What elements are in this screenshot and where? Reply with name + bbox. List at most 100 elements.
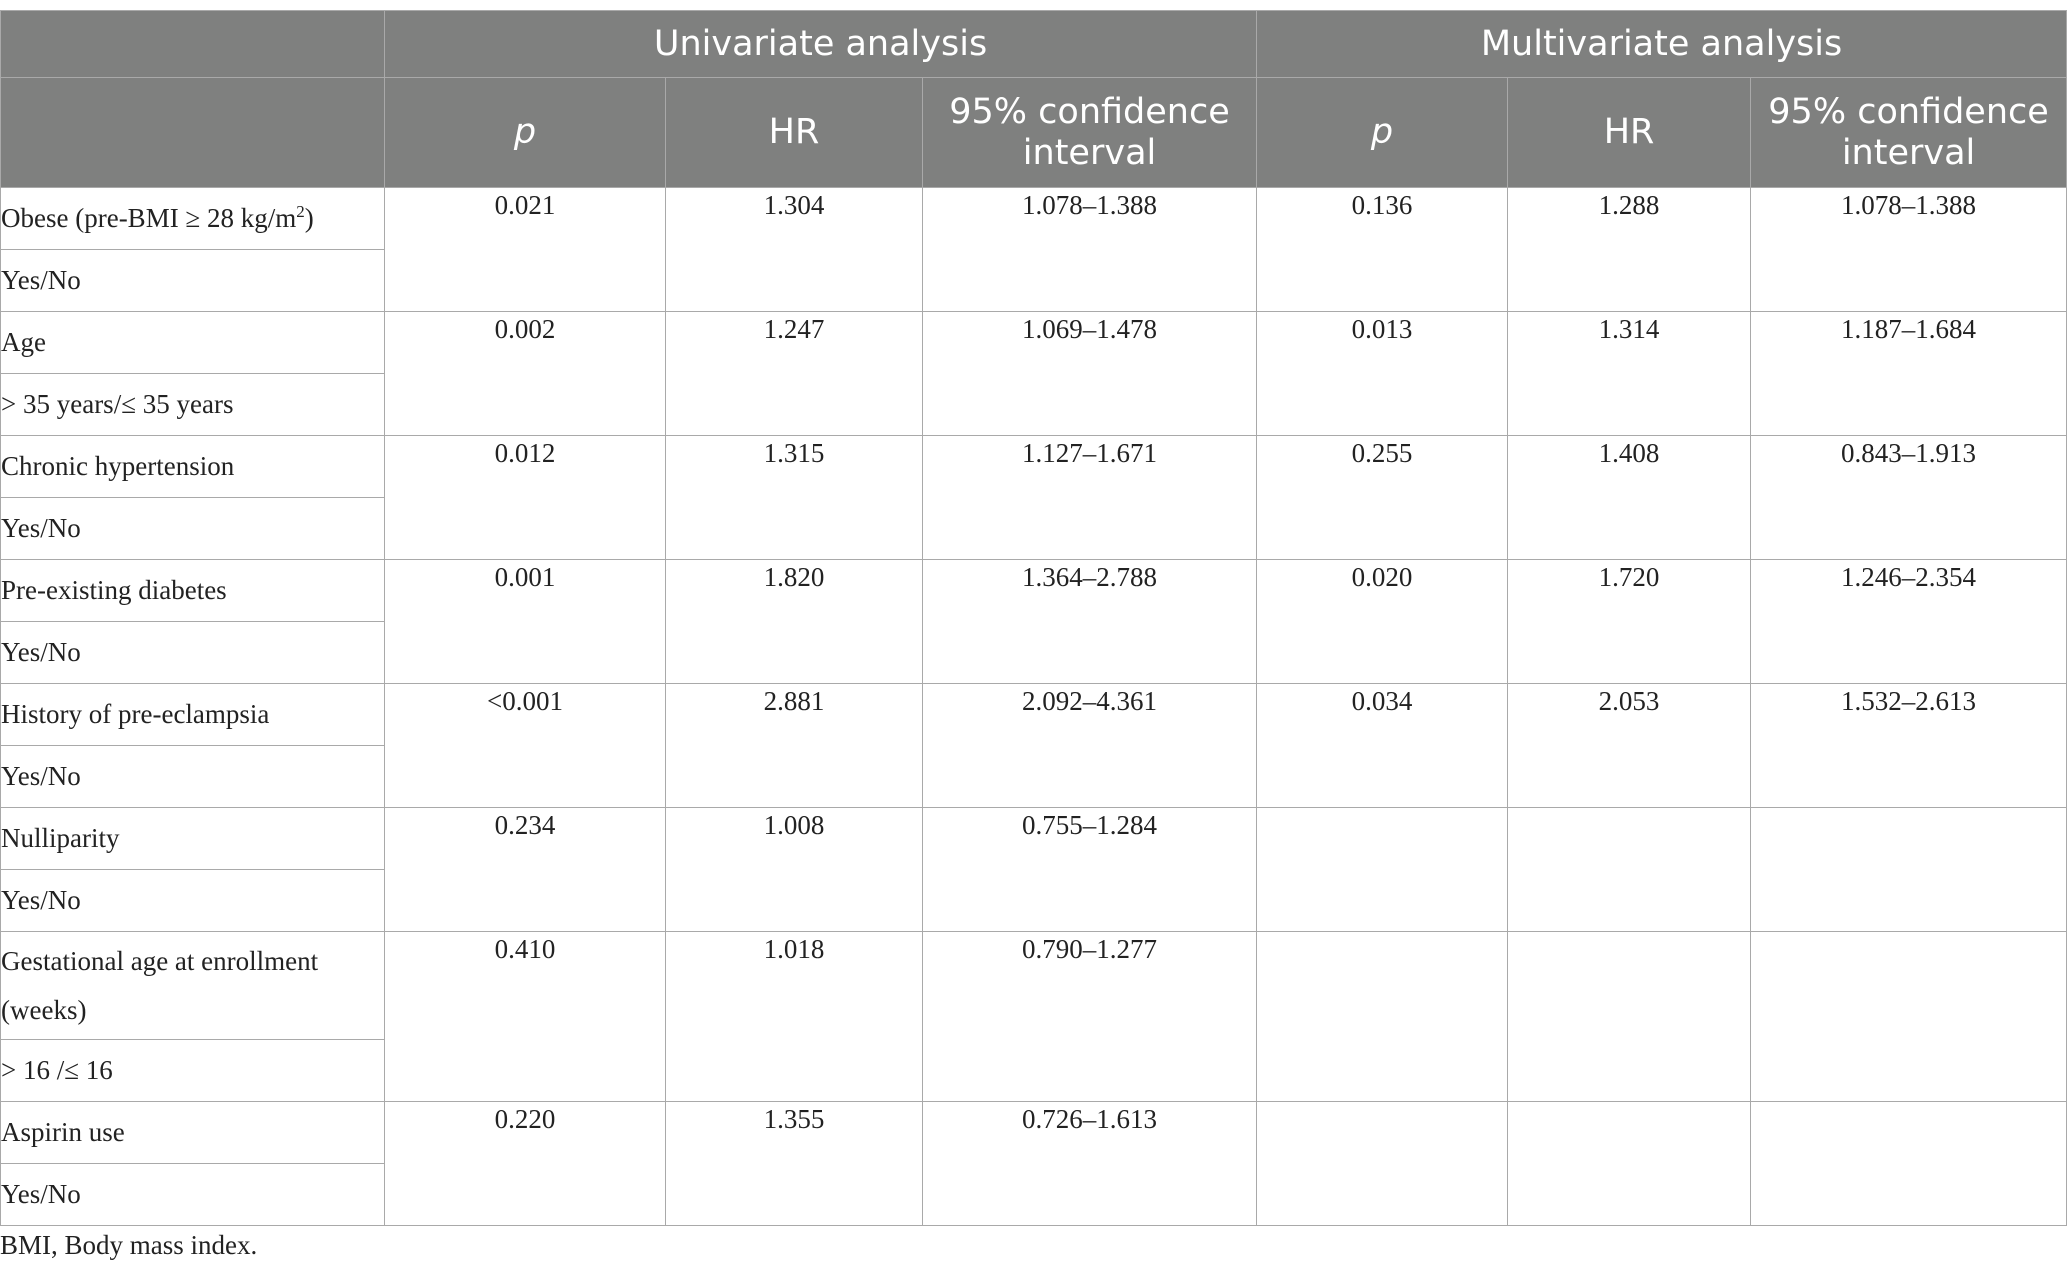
table-row: Aspirin use 0.220 1.355 0.726–1.613 <box>0 1101 2068 1226</box>
univariate-p-value: 0.220 <box>384 1101 666 1226</box>
multivariate-ci-value: 0.843–1.913 <box>1750 435 2068 560</box>
univariate-ci-value: 1.069–1.478 <box>921 311 1258 436</box>
variable-category: Yes/No <box>0 1163 385 1226</box>
multivariate-p-value <box>1256 807 1509 932</box>
multivariate-hr-value: 1.720 <box>1507 559 1752 684</box>
regression-table: Univariate analysis Multivariate analysi… <box>0 10 2068 1226</box>
multivariate-hr-value <box>1507 931 1752 1102</box>
multivariate-hr-value: 1.314 <box>1507 311 1752 436</box>
header-blank-cell <box>0 10 385 78</box>
univariate-p-value: 0.001 <box>384 559 666 684</box>
multivariate-hr-value: 1.408 <box>1507 435 1752 560</box>
header-blank-cell <box>0 77 385 188</box>
multivariate-ci-value <box>1750 931 2068 1102</box>
multivariate-p-value: 0.034 <box>1256 683 1509 808</box>
univariate-ci-value: 1.127–1.671 <box>921 435 1258 560</box>
header-univariate: Univariate analysis <box>383 10 1258 78</box>
univariate-ci-value: 0.790–1.277 <box>921 931 1258 1102</box>
multivariate-p-value: 0.020 <box>1256 559 1509 684</box>
univariate-hr-value: 1.304 <box>665 187 923 312</box>
variable-name-cell: Pre-existing diabetes <box>0 559 385 622</box>
multivariate-p-value: 0.013 <box>1256 311 1509 436</box>
table-row: Gestational age at enrollment (weeks) 0.4… <box>0 931 2068 1102</box>
multivariate-p-value <box>1256 1101 1509 1226</box>
table-row: Chronic hypertension 0.012 1.315 1.127–1.67… <box>0 435 2068 560</box>
table-header: Univariate analysis Multivariate analysi… <box>0 10 2068 188</box>
univariate-hr-value: 1.315 <box>665 435 923 560</box>
variable-category: Yes/No <box>0 621 385 684</box>
table-subrow: Yes/No <box>0 1163 2067 1226</box>
variable-category: Yes/No <box>0 745 385 808</box>
multivariate-hr-value <box>1507 1101 1752 1226</box>
univariate-p-value: 0.012 <box>384 435 666 560</box>
univariate-hr-value: 1.247 <box>665 311 923 436</box>
variable-name: History of pre-eclampsia <box>1 699 270 729</box>
univariate-p-value: <0.001 <box>384 683 666 808</box>
univariate-hr-value: 2.881 <box>665 683 923 808</box>
table-row: Obese (pre-BMI ≥ 28 kg/m2) 0.021 1.304 1.07… <box>0 187 2068 312</box>
univariate-p-value: 0.021 <box>384 187 666 312</box>
table-row: Nulliparity 0.234 1.008 0.755–1.284 <box>0 807 2068 932</box>
univariate-ci-value: 1.078–1.388 <box>921 187 1258 312</box>
variable-category: Yes/No <box>0 497 385 560</box>
variable-name-cell: Aspirin use <box>0 1101 385 1164</box>
variable-name: Aspirin use <box>1 1117 125 1147</box>
table-body: Obese (pre-BMI ≥ 28 kg/m2) 0.021 1.304 1.07… <box>0 187 2068 1226</box>
variable-category: > 35 years/≤ 35 years <box>0 373 385 436</box>
variable-name: Obese (pre-BMI ≥ 28 kg/m <box>1 203 297 233</box>
header-multivariate-hr: HR <box>1507 77 1752 188</box>
multivariate-ci-value: 1.078–1.388 <box>1750 187 2068 312</box>
header-univariate-ci: 95% confidence interval <box>921 77 1258 188</box>
variable-name-tail: ) <box>304 203 314 233</box>
multivariate-p-value: 0.255 <box>1256 435 1509 560</box>
variable-name: Age <box>1 327 46 357</box>
multivariate-ci-value: 1.246–2.354 <box>1750 559 2068 684</box>
multivariate-hr-value <box>1507 807 1752 932</box>
multivariate-ci-value <box>1750 807 2068 932</box>
univariate-ci-value: 0.755–1.284 <box>921 807 1258 932</box>
multivariate-p-value <box>1256 931 1509 1102</box>
header-multivariate-p: p <box>1256 77 1509 188</box>
header-univariate-hr: HR <box>665 77 923 188</box>
variable-category: Yes/No <box>0 249 385 312</box>
univariate-hr-value: 1.355 <box>665 1101 923 1226</box>
variable-name-cell: Nulliparity <box>0 807 385 870</box>
header-univariate-p: p <box>384 77 666 188</box>
multivariate-ci-value: 1.187–1.684 <box>1750 311 2068 436</box>
univariate-hr-value: 1.018 <box>665 931 923 1102</box>
variable-name: Gestational age at enrollment (weeks) <box>1 945 319 1025</box>
table-row: Pre-existing diabetes 0.001 1.820 1.364–2.7… <box>0 559 2068 684</box>
table-subrow: Yes/No <box>0 497 2067 560</box>
variable-category: > 16 /≤ 16 <box>0 1039 385 1102</box>
table-row: History of pre-eclampsia <0.001 2.881 2.092… <box>0 683 2068 808</box>
univariate-p-value: 0.002 <box>384 311 666 436</box>
univariate-p-value: 0.234 <box>384 807 666 932</box>
multivariate-hr-value: 1.288 <box>1507 187 1752 312</box>
variable-name: Pre-existing diabetes <box>1 575 227 605</box>
table-subrow: Yes/No <box>0 249 2067 312</box>
variable-name-cell: Chronic hypertension <box>0 435 385 498</box>
variable-name-cell: History of pre-eclampsia <box>0 683 385 746</box>
univariate-ci-value: 0.726–1.613 <box>921 1101 1258 1226</box>
variable-name: Nulliparity <box>1 823 120 853</box>
univariate-ci-value: 1.364–2.788 <box>921 559 1258 684</box>
variable-category: Yes/No <box>0 869 385 932</box>
variable-name: Chronic hypertension <box>1 451 235 481</box>
table-container: Univariate analysis Multivariate analysi… <box>0 10 2068 1226</box>
multivariate-ci-value <box>1750 1101 2068 1226</box>
variable-name-cell: Age <box>0 311 385 374</box>
table-row: Age 0.002 1.247 1.069–1.478 0.013 1.314 1.187–… <box>0 311 2068 436</box>
univariate-p-value: 0.410 <box>384 931 666 1102</box>
header-multivariate: Multivariate analysis <box>1256 10 2068 78</box>
table-footnote: BMI, Body mass index. <box>0 1230 258 1260</box>
variable-superscript: 2 <box>296 202 305 221</box>
table-subrow: > 35 years/≤ 35 years <box>0 373 2067 436</box>
multivariate-p-value: 0.136 <box>1256 187 1509 312</box>
multivariate-ci-value: 1.532–2.613 <box>1750 683 2068 808</box>
univariate-ci-value: 2.092–4.361 <box>921 683 1258 808</box>
header-multivariate-ci: 95% confidence interval <box>1750 77 2068 188</box>
table-subrow: Yes/No <box>0 869 2067 932</box>
variable-name-cell: Gestational age at enrollment (weeks) <box>0 931 385 1040</box>
variable-name-cell: Obese (pre-BMI ≥ 28 kg/m2) <box>0 187 385 250</box>
multivariate-hr-value: 2.053 <box>1507 683 1752 808</box>
